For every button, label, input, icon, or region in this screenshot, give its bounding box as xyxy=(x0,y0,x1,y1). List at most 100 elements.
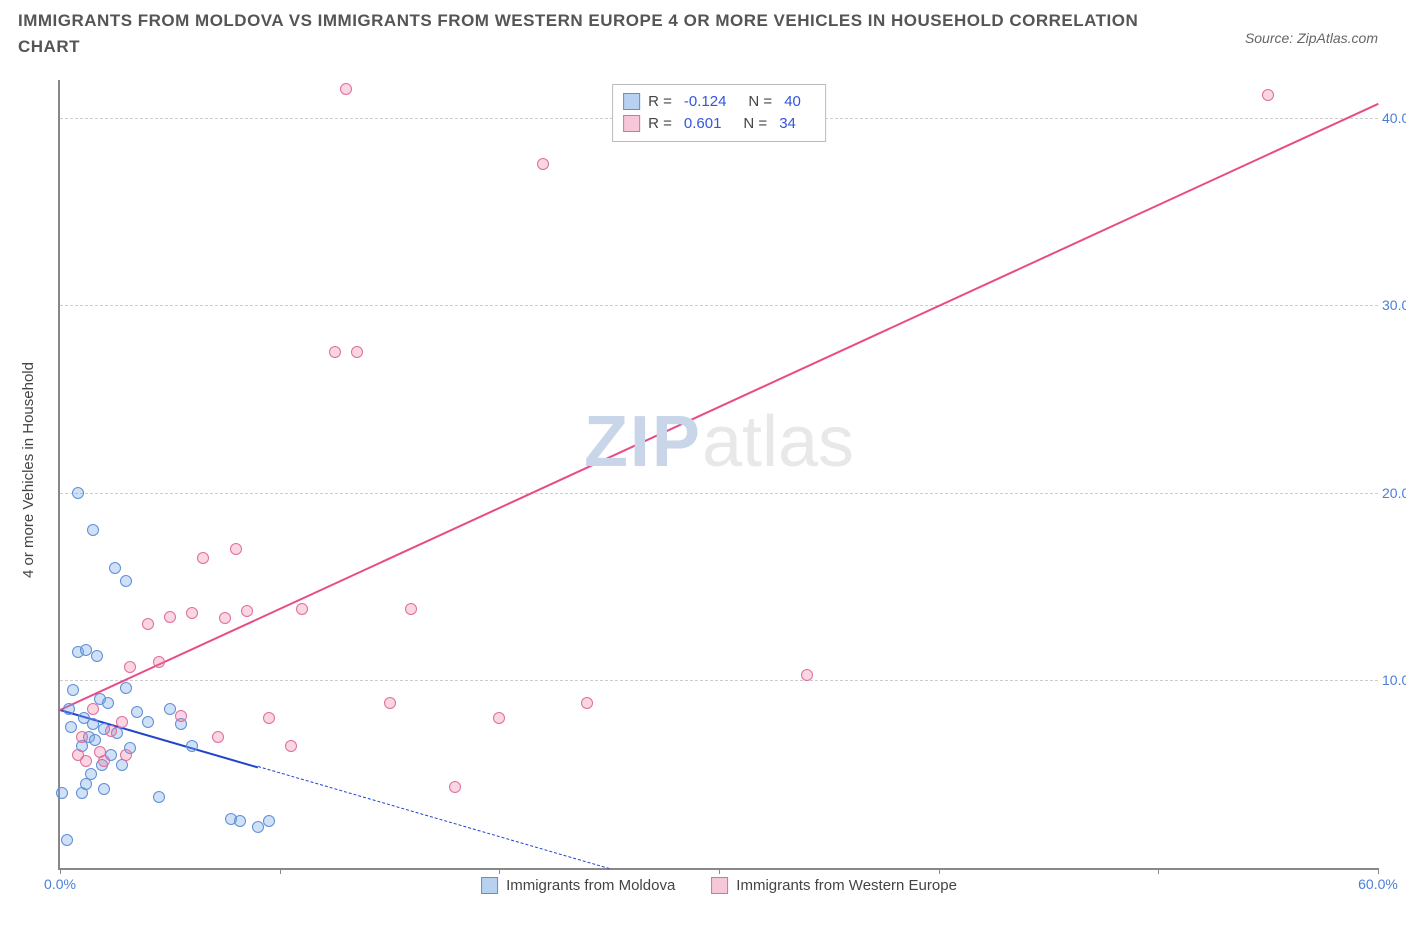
y-tick-label: 10.0% xyxy=(1382,672,1406,688)
legend-n-value-1: 40 xyxy=(784,91,801,113)
header-row: IMMIGRANTS FROM MOLDOVA VS IMMIGRANTS FR… xyxy=(0,0,1406,59)
data-point xyxy=(91,650,103,662)
data-point xyxy=(384,697,396,709)
data-point xyxy=(219,612,231,624)
trend-line-dashed xyxy=(258,766,610,869)
legend-label-western-europe: Immigrants from Western Europe xyxy=(736,877,957,894)
legend-r-value-2: 0.601 xyxy=(684,113,722,135)
legend-n-label-2: N = xyxy=(743,113,767,135)
chart-container: 4 or more Vehicles in Household ZIPatlas… xyxy=(0,70,1406,930)
data-point xyxy=(581,697,593,709)
data-point xyxy=(296,603,308,615)
data-point xyxy=(98,783,110,795)
legend-bottom: Immigrants from Moldova Immigrants from … xyxy=(481,877,957,894)
legend-item-moldova: Immigrants from Moldova xyxy=(481,877,675,894)
x-tick xyxy=(1158,868,1159,874)
data-point xyxy=(263,712,275,724)
data-point xyxy=(67,684,79,696)
data-point xyxy=(186,740,198,752)
data-point xyxy=(493,712,505,724)
data-point xyxy=(120,682,132,694)
legend-swatch-western-europe xyxy=(623,115,640,132)
x-tick-label: 60.0% xyxy=(1358,876,1398,892)
data-point xyxy=(186,607,198,619)
legend-swatch-moldova-bottom xyxy=(481,877,498,894)
data-point xyxy=(109,562,121,574)
data-point xyxy=(285,740,297,752)
legend-label-moldova: Immigrants from Moldova xyxy=(506,877,675,894)
y-tick-label: 40.0% xyxy=(1382,110,1406,126)
x-tick xyxy=(499,868,500,874)
data-point xyxy=(164,703,176,715)
data-point xyxy=(801,669,813,681)
data-point xyxy=(87,703,99,715)
data-point xyxy=(124,661,136,673)
data-point xyxy=(153,656,165,668)
legend-swatch-western-europe-bottom xyxy=(711,877,728,894)
x-tick-label: 0.0% xyxy=(44,876,76,892)
data-point xyxy=(120,575,132,587)
x-tick xyxy=(60,868,61,874)
data-point xyxy=(197,552,209,564)
data-point xyxy=(230,543,242,555)
data-point xyxy=(1262,89,1274,101)
data-point xyxy=(105,725,117,737)
data-point xyxy=(164,611,176,623)
legend-item-western-europe: Immigrants from Western Europe xyxy=(711,877,957,894)
legend-r-label-2: R = xyxy=(648,113,672,135)
legend-stats-row-1: R = -0.124 N = 40 xyxy=(623,91,815,113)
data-point xyxy=(449,781,461,793)
legend-n-value-2: 34 xyxy=(779,113,796,135)
watermark: ZIPatlas xyxy=(584,401,854,483)
x-tick xyxy=(719,868,720,874)
legend-n-label-1: N = xyxy=(748,91,772,113)
data-point xyxy=(329,346,341,358)
legend-stats-row-2: R = 0.601 N = 34 xyxy=(623,113,815,135)
x-tick xyxy=(280,868,281,874)
data-point xyxy=(85,768,97,780)
trend-line xyxy=(60,103,1379,711)
data-point xyxy=(405,603,417,615)
source-label: Source: ZipAtlas.com xyxy=(1245,8,1388,46)
gridline-h xyxy=(60,680,1378,681)
data-point xyxy=(98,755,110,767)
data-point xyxy=(142,618,154,630)
y-axis-label: 4 or more Vehicles in Household xyxy=(20,362,37,578)
legend-r-label-1: R = xyxy=(648,91,672,113)
data-point xyxy=(120,749,132,761)
data-point xyxy=(102,697,114,709)
data-point xyxy=(56,787,68,799)
watermark-atlas: atlas xyxy=(702,402,854,482)
data-point xyxy=(212,731,224,743)
data-point xyxy=(87,524,99,536)
plot-area: ZIPatlas R = -0.124 N = 40 R = 0.601 N =… xyxy=(58,80,1378,870)
data-point xyxy=(76,731,88,743)
data-point xyxy=(142,716,154,728)
x-tick xyxy=(939,868,940,874)
legend-swatch-moldova xyxy=(623,93,640,110)
legend-r-value-1: -0.124 xyxy=(684,91,727,113)
y-tick-label: 20.0% xyxy=(1382,485,1406,501)
data-point xyxy=(89,734,101,746)
data-point xyxy=(63,703,75,715)
y-tick-label: 30.0% xyxy=(1382,297,1406,313)
legend-stats-box: R = -0.124 N = 40 R = 0.601 N = 34 xyxy=(612,84,826,142)
data-point xyxy=(153,791,165,803)
data-point xyxy=(61,834,73,846)
data-point xyxy=(234,815,246,827)
data-point xyxy=(351,346,363,358)
data-point xyxy=(72,487,84,499)
chart-title: IMMIGRANTS FROM MOLDOVA VS IMMIGRANTS FR… xyxy=(18,8,1168,59)
data-point xyxy=(65,721,77,733)
data-point xyxy=(131,706,143,718)
data-point xyxy=(340,83,352,95)
data-point xyxy=(263,815,275,827)
gridline-h xyxy=(60,305,1378,306)
data-point xyxy=(241,605,253,617)
data-point xyxy=(80,755,92,767)
data-point xyxy=(175,710,187,722)
gridline-h xyxy=(60,493,1378,494)
data-point xyxy=(116,716,128,728)
data-point xyxy=(537,158,549,170)
x-tick xyxy=(1378,868,1379,874)
